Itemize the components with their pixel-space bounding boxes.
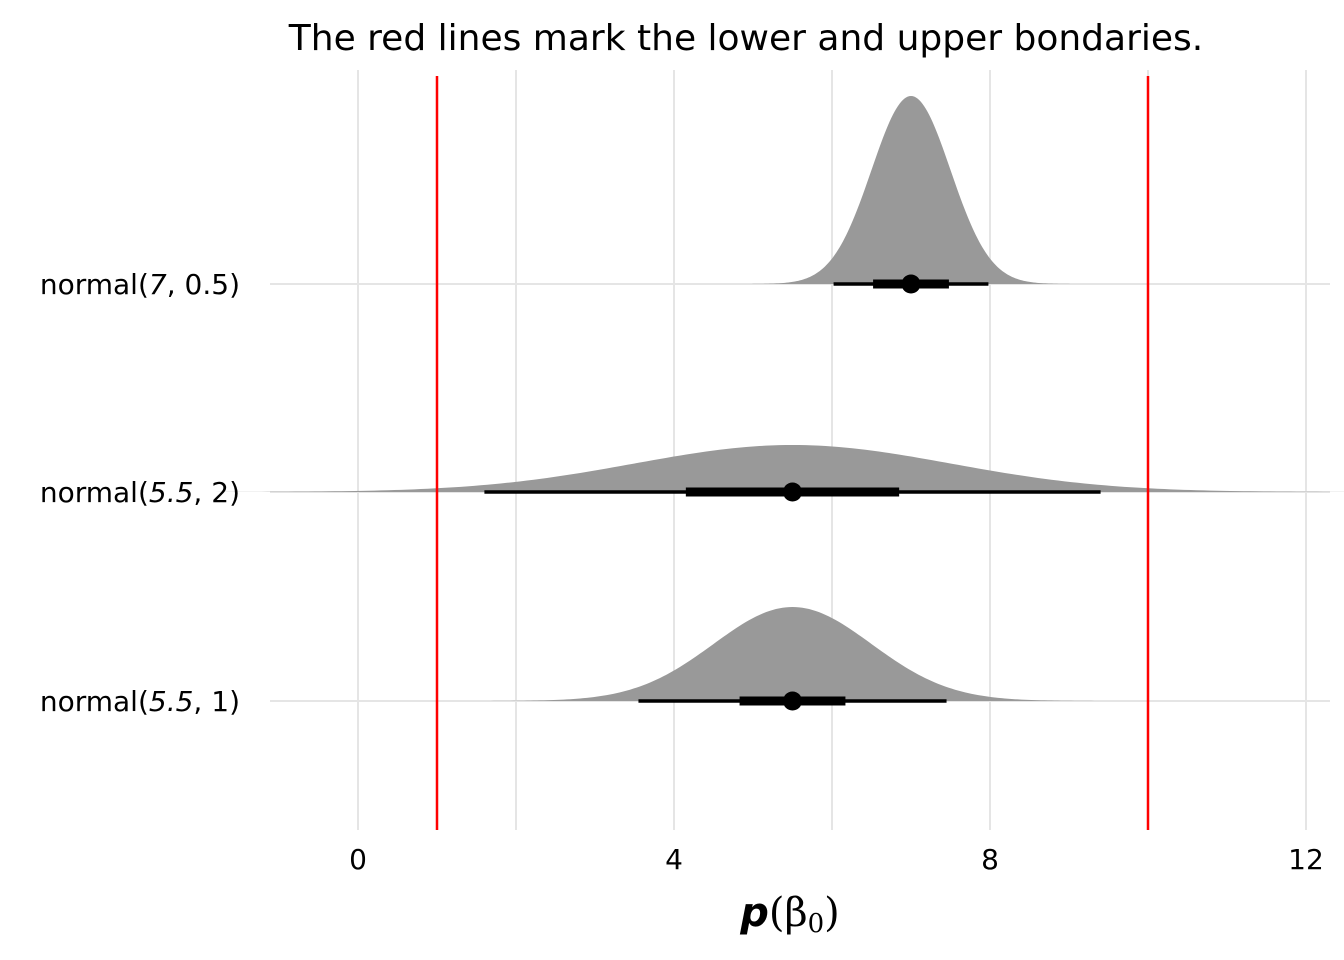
y-axis-tick-labels: normal(7, 0.5) normal(5.5, 2) normal(5.5, … <box>40 268 240 718</box>
x-axis-tick-labels: 0 4 8 12 <box>349 843 1324 876</box>
x-axis-label-p: p <box>739 890 769 936</box>
x-tick-label: 8 <box>981 843 999 876</box>
point-estimate <box>783 691 802 711</box>
density-3 <box>460 607 1125 701</box>
chart-title: The red lines mark the lower and upper b… <box>288 18 1203 59</box>
density-2 <box>128 445 1344 492</box>
density-1 <box>745 96 1077 284</box>
point-estimate <box>783 482 802 502</box>
x-tick-label: 0 <box>349 843 367 876</box>
x-axis-label-close-paren: ) <box>824 890 840 936</box>
y-tick-label: normal(7, 0.5) <box>40 268 240 301</box>
x-axis-label: p(β0) <box>739 890 840 939</box>
x-axis-label-beta: β <box>784 890 807 936</box>
x-tick-label: 4 <box>665 843 683 876</box>
interval-layer <box>484 274 1101 711</box>
x-axis-label-open-paren: ( <box>769 890 785 936</box>
x-tick-label: 12 <box>1288 843 1324 876</box>
y-tick-label: normal(5.5, 1) <box>40 685 240 718</box>
x-axis-label-subscript: 0 <box>808 909 825 939</box>
density-layer <box>128 96 1344 701</box>
point-estimate <box>901 274 921 294</box>
reference-lines <box>435 76 1150 830</box>
y-tick-label: normal(5.5, 2) <box>40 476 240 509</box>
